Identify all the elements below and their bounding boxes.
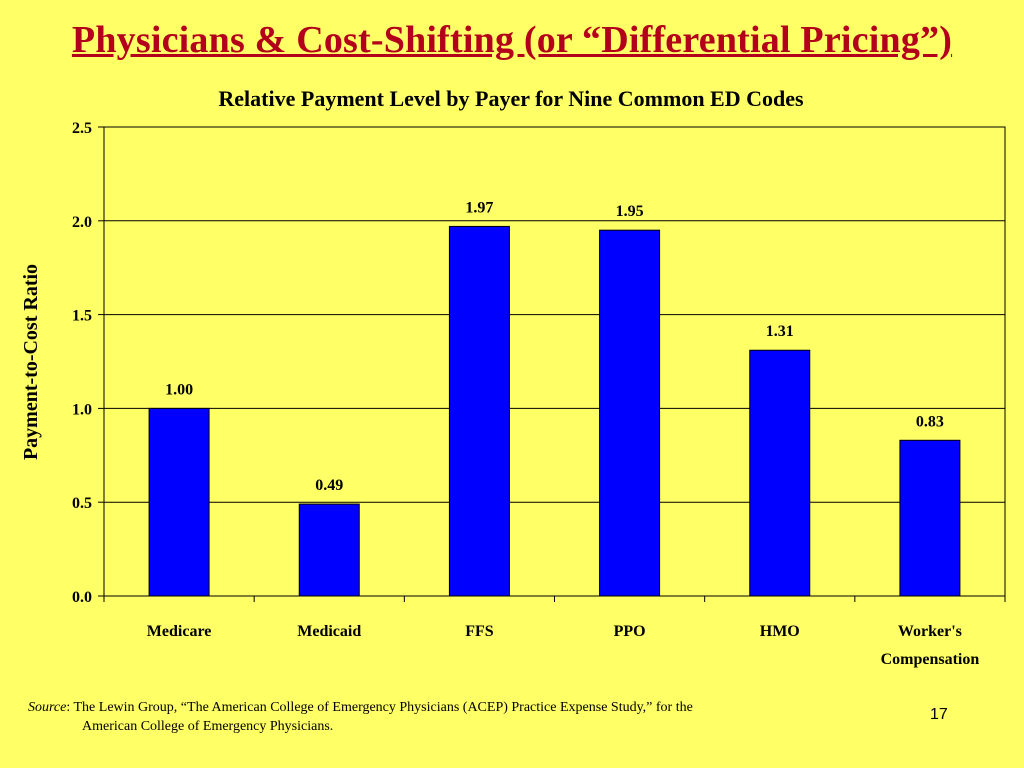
data-label: 1.00 [165, 381, 193, 398]
y-axis-title: Payment-to-Cost Ratio [20, 264, 42, 460]
gridlines [104, 126, 1005, 503]
y-tick-label: 0.0 [72, 589, 92, 606]
x-category-label: Medicaid [297, 623, 361, 640]
bar-ppo [599, 229, 661, 597]
chart-title: Relative Payment Level by Payer for Nine… [218, 86, 804, 111]
y-tick-label: 1.5 [72, 308, 92, 325]
axes: 0.0 0.5 1.0 1.5 2.0 2.5 Medicare Medicaid FFS PPO… [72, 120, 1006, 668]
x-category-label: Worker's [898, 623, 962, 640]
bar-hmo [749, 349, 811, 597]
x-category-label: HMO [760, 623, 800, 640]
data-label: 0.83 [916, 413, 944, 430]
bars [148, 225, 961, 597]
plot-area [103, 126, 1006, 597]
slide-title: Physicians & Cost-Shifting (or “Differen… [71, 19, 953, 61]
data-label: 1.31 [766, 323, 794, 340]
y-tick-label: 2.5 [72, 120, 92, 137]
bar-chart: Relative Payment Level by Payer for Nine… [20, 86, 1006, 668]
x-category-label: Medicare [147, 623, 212, 640]
source-note: Source: The Lewin Group, “The American C… [28, 698, 858, 736]
bar-worker-s-compensation [899, 439, 961, 597]
data-label: 1.97 [465, 199, 493, 216]
x-category-label: PPO [614, 623, 646, 640]
bar-medicare [148, 407, 210, 597]
y-tick-label: 2.0 [72, 214, 92, 231]
data-label: 1.95 [616, 203, 644, 220]
x-category-label: FFS [465, 623, 494, 640]
bar-medicaid [298, 503, 360, 597]
y-tick-label: 0.5 [72, 495, 92, 512]
bar-ffs [448, 225, 510, 597]
source-text-line2: American College of Emergency Physicians… [82, 719, 334, 734]
page-number: 17 [930, 706, 948, 723]
y-tick-label: 1.0 [72, 401, 92, 418]
source-label: Source [28, 700, 67, 715]
data-labels: 1.00 0.49 1.97 1.95 1.31 0.83 [165, 199, 944, 494]
x-category-label: Compensation [881, 651, 980, 668]
data-label: 0.49 [315, 477, 343, 494]
source-text-line1: : The Lewin Group, “The American College… [66, 700, 693, 715]
